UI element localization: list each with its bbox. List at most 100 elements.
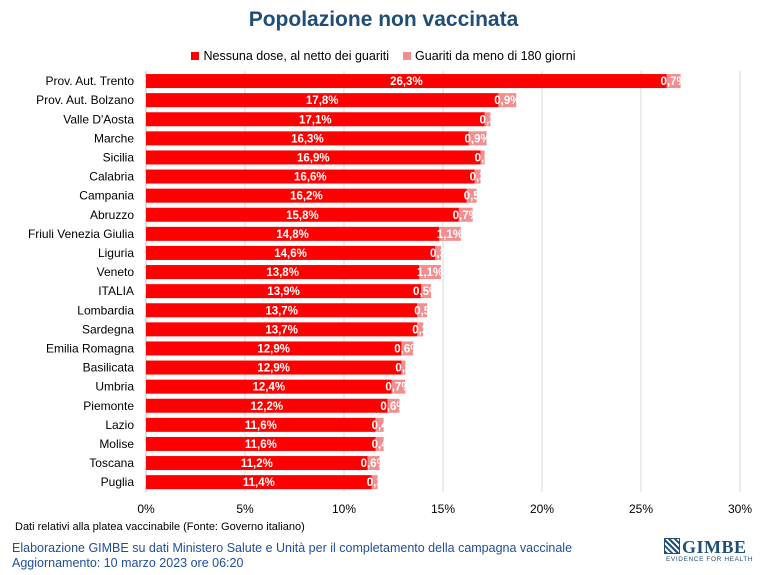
data-label-recovered: 0,3 bbox=[412, 324, 428, 336]
bar-no-dose bbox=[146, 169, 475, 184]
data-label-no-dose: 11,2% bbox=[241, 458, 273, 470]
data-label-no-dose: 16,3% bbox=[291, 133, 324, 145]
data-label-no-dose: 12,2% bbox=[250, 401, 283, 413]
data-label-no-dose: 13,7% bbox=[265, 324, 298, 336]
bar-no-dose bbox=[146, 150, 481, 165]
credit-update: Aggiornamento: 10 marzo 2023 ore 06:20 bbox=[12, 556, 244, 570]
bar-no-dose bbox=[146, 341, 402, 356]
credit: Elaborazione GIMBE su dati Ministero Sal… bbox=[12, 541, 572, 571]
data-label-recovered: 0,6% bbox=[394, 343, 420, 355]
bar-recovered bbox=[484, 112, 491, 127]
data-label-recovered: 0,3 bbox=[470, 172, 486, 184]
bar-no-dose bbox=[146, 245, 436, 260]
data-label-recovered: 0,9% bbox=[465, 133, 491, 145]
category-label: Veneto bbox=[97, 265, 135, 279]
bar-no-dose bbox=[146, 265, 420, 280]
bar-recovered bbox=[375, 436, 384, 451]
bar-recovered bbox=[466, 188, 477, 203]
data-label-no-dose: 17,8% bbox=[306, 95, 339, 107]
data-label-no-dose: 13,7% bbox=[265, 305, 298, 317]
category-label: Toscana bbox=[89, 456, 134, 470]
category-label: Sicilia bbox=[103, 150, 135, 164]
x-tick-label: 10% bbox=[332, 502, 356, 516]
footnote: Dati relativi alla platea vaccinabile (F… bbox=[15, 521, 305, 533]
bar-recovered bbox=[435, 245, 442, 260]
bar-recovered bbox=[468, 131, 487, 146]
data-label-recovered: 0,4 bbox=[372, 420, 389, 432]
data-label-no-dose: 13,9% bbox=[267, 286, 300, 298]
credit-brand: Elaborazione GIMBE bbox=[12, 541, 129, 555]
x-tick-label: 0% bbox=[137, 502, 155, 516]
bar-recovered bbox=[474, 169, 481, 184]
logo-name: GIMBE bbox=[682, 537, 747, 557]
bar-recovered bbox=[367, 456, 380, 471]
bar-recovered bbox=[401, 341, 414, 356]
bar-no-dose bbox=[146, 303, 418, 318]
category-label: Sardegna bbox=[82, 322, 134, 336]
logo-tagline: EVIDENCE FOR HEALTH bbox=[666, 556, 754, 563]
data-label-recovered: 1,1% bbox=[417, 267, 443, 279]
legend-swatch-recovered bbox=[403, 52, 412, 60]
data-label-no-dose: 16,6% bbox=[294, 172, 327, 184]
bar-no-dose bbox=[146, 112, 485, 127]
data-label-recovered: 0,3 bbox=[480, 114, 496, 126]
bar-no-dose bbox=[146, 322, 418, 337]
data-label-no-dose: 12,9% bbox=[257, 363, 290, 375]
category-label: Umbria bbox=[95, 380, 134, 394]
data-label-recovered: 0,5 bbox=[464, 191, 481, 203]
bar-recovered bbox=[371, 475, 378, 490]
bar-recovered bbox=[421, 284, 432, 299]
bar-recovered bbox=[391, 379, 406, 394]
x-tick-label: 5% bbox=[236, 502, 254, 516]
data-label-no-dose: 12,4% bbox=[252, 382, 285, 394]
bar-recovered bbox=[666, 74, 681, 89]
bar-no-dose bbox=[146, 456, 368, 471]
legend-item-recovered: Guariti da meno di 180 giorni bbox=[403, 49, 576, 63]
data-label-no-dose: 13,8% bbox=[266, 267, 299, 279]
x-tick-label: 20% bbox=[530, 502, 554, 516]
bar-recovered bbox=[417, 303, 428, 318]
data-label-recovered: 0,6% bbox=[380, 401, 406, 413]
bar-no-dose bbox=[146, 74, 667, 89]
credit-source: su dati Ministero Salute e Unità per il … bbox=[128, 541, 573, 555]
category-label: Marche bbox=[94, 131, 134, 145]
data-label-recovered: 1,1% bbox=[437, 229, 463, 241]
category-label: ITALIA bbox=[98, 284, 134, 298]
bar-recovered bbox=[419, 265, 442, 280]
bar-no-dose bbox=[146, 475, 372, 490]
data-label-recovered: 0,7% bbox=[661, 76, 687, 88]
data-label-no-dose: 26,3% bbox=[390, 76, 423, 88]
data-label-no-dose: 11,6% bbox=[245, 439, 277, 451]
data-label-recovered: 0,3 bbox=[367, 477, 383, 489]
bar-no-dose bbox=[146, 188, 467, 203]
data-label-no-dose: 14,6% bbox=[274, 248, 307, 260]
data-label-recovered: 0,7% bbox=[453, 210, 479, 222]
category-label: Lombardia bbox=[77, 303, 134, 317]
data-label-no-dose: 15,8% bbox=[286, 210, 319, 222]
category-label: Friuli Venezia Giulia bbox=[28, 227, 134, 241]
data-label-no-dose: 17,1% bbox=[299, 114, 332, 126]
data-label-no-dose: 11,4% bbox=[243, 477, 275, 489]
x-tick-label: 30% bbox=[728, 502, 752, 516]
category-label: Piemonte bbox=[83, 399, 134, 413]
data-label-recovered: 0,6% bbox=[361, 458, 387, 470]
data-label-recovered: 0,5% bbox=[413, 286, 439, 298]
x-tick-label: 15% bbox=[431, 502, 455, 516]
category-label: Lazio bbox=[105, 418, 134, 432]
category-label: Emilia Romagna bbox=[46, 341, 134, 355]
bar-no-dose bbox=[146, 398, 388, 413]
bar-no-dose bbox=[146, 207, 459, 222]
legend: Nessuna dose, al netto dei guariti Guari… bbox=[0, 49, 767, 63]
category-label: Prov. Aut. Trento bbox=[46, 74, 135, 88]
data-label-no-dose: 14,8% bbox=[276, 229, 309, 241]
category-label: Prov. Aut. Bolzano bbox=[36, 93, 134, 107]
category-label: Abruzzo bbox=[90, 208, 134, 222]
gimbe-logo-icon bbox=[664, 538, 680, 554]
legend-swatch-no-dose bbox=[191, 52, 200, 60]
data-label-recovered: 0,3 bbox=[430, 248, 446, 260]
bar-no-dose bbox=[146, 284, 422, 299]
legend-label-no-dose: Nessuna dose, al netto dei guariti bbox=[203, 49, 390, 63]
bar-no-dose bbox=[146, 417, 376, 432]
credit-line-1: Elaborazione GIMBE su dati Ministero Sal… bbox=[12, 541, 572, 556]
